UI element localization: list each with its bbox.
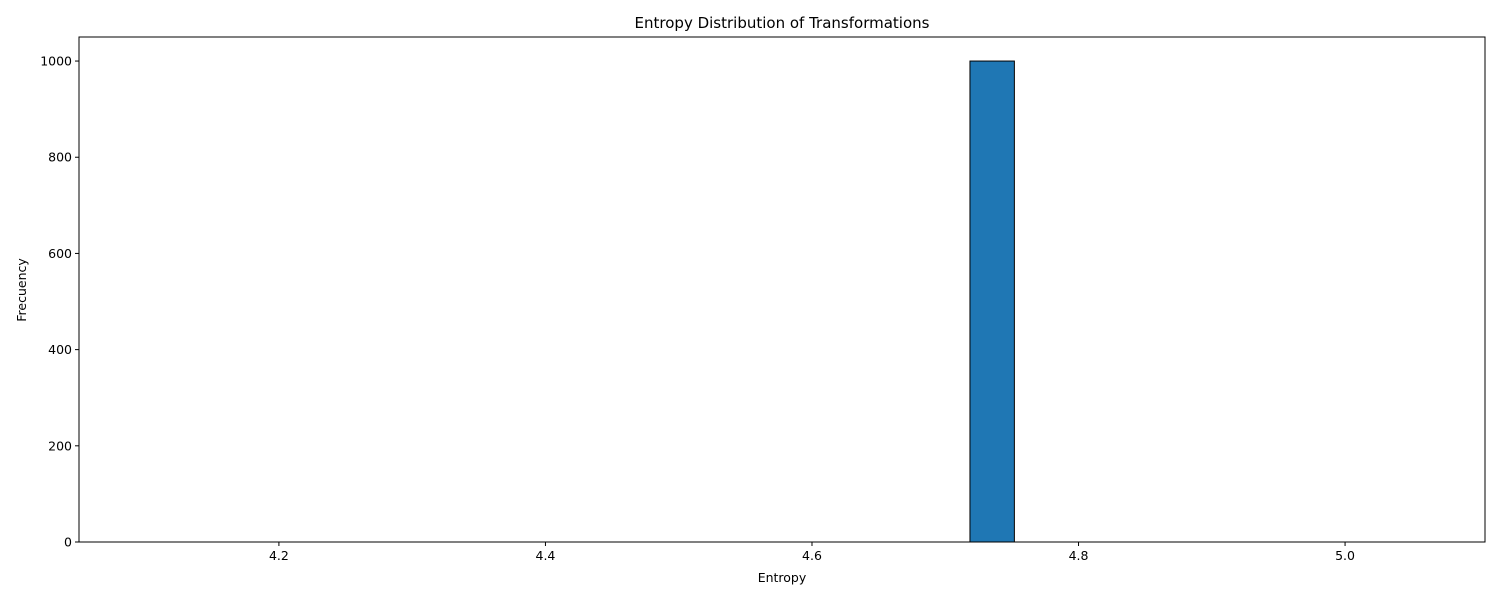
- bars: [125, 60, 1459, 543]
- y-tick-label: 600: [48, 246, 72, 261]
- y-tick-label: 0: [64, 535, 72, 550]
- x-tick-label: 4.2: [269, 548, 289, 563]
- x-tick-label: 4.6: [802, 548, 822, 563]
- y-tick-label: 200: [48, 438, 72, 453]
- y-axis-label: Frecuency: [14, 258, 29, 322]
- plot-area-frame: [78, 36, 1486, 543]
- chart-title: Entropy Distribution of Transformations: [635, 14, 930, 32]
- x-tick-label: 4.8: [1069, 548, 1089, 563]
- histogram-bar: [969, 60, 1015, 543]
- y-axis-ticks: 0 200 400 600 800 1000: [40, 54, 79, 550]
- x-tick-label: 5.0: [1335, 548, 1355, 563]
- y-tick-label: 400: [48, 342, 72, 357]
- x-axis-label: Entropy: [758, 570, 807, 585]
- y-tick-label: 1000: [40, 54, 72, 69]
- x-axis-ticks: 4.2 4.4 4.6 4.8 5.0: [269, 542, 1355, 563]
- y-tick-label: 800: [48, 150, 72, 165]
- x-tick-label: 4.4: [536, 548, 556, 563]
